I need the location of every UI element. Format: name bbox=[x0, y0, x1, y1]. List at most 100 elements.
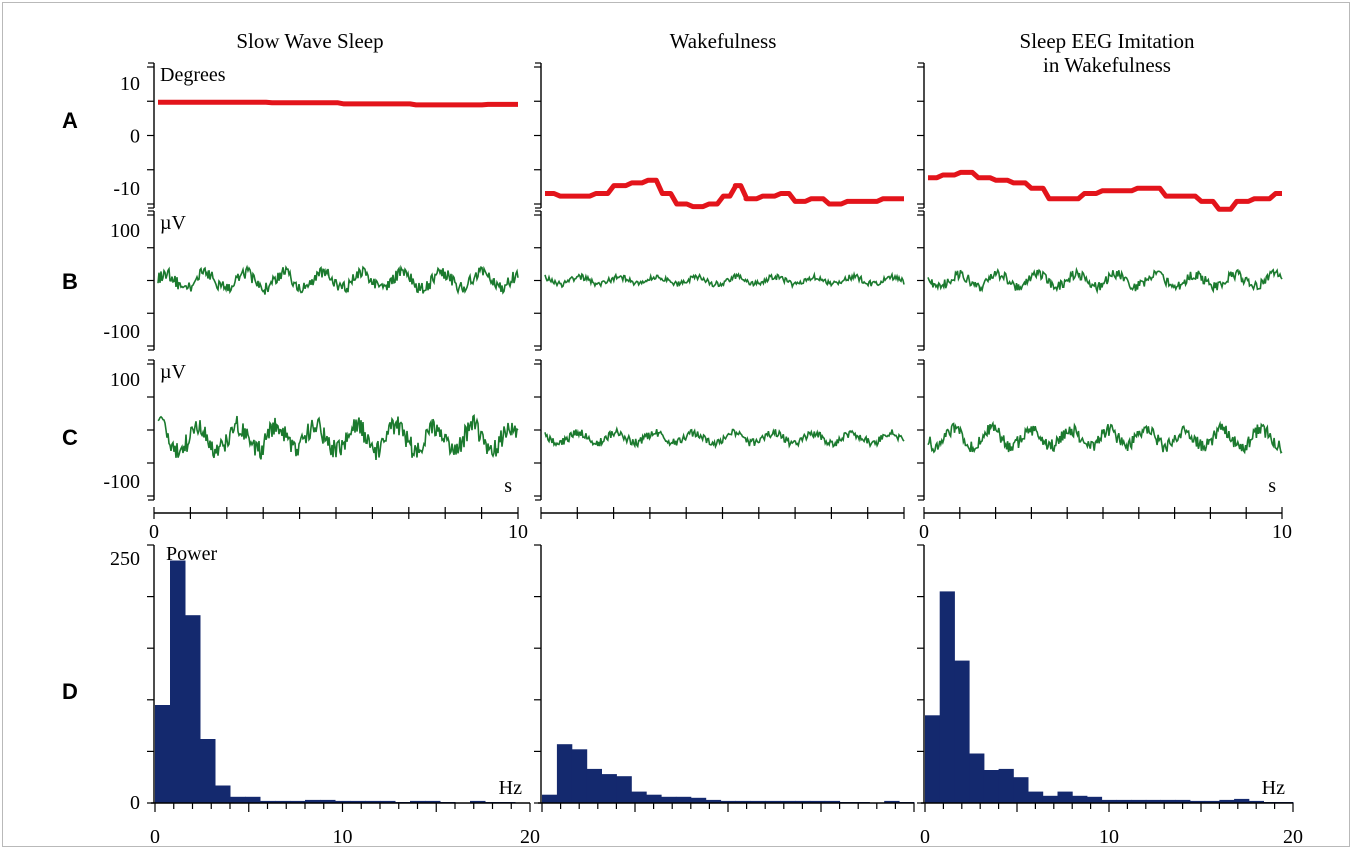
panel-A-slow-wave-sleep-y-tick-label: 10 bbox=[120, 73, 140, 95]
row-label-d: D bbox=[62, 679, 78, 704]
panel-D-slow-wave-sleep-bar bbox=[365, 800, 381, 803]
panel-D-slow-wave-sleep-x-tick-label: 10 bbox=[333, 826, 353, 848]
panel-D-sleep-eeg-imitation-bar bbox=[1057, 791, 1073, 803]
panel-B-slow-wave-sleep-y-tick-label: -100 bbox=[103, 321, 140, 343]
panel-D-wakefulness-bar bbox=[809, 800, 826, 803]
panel-D-slow-wave-sleep-bar bbox=[215, 785, 231, 803]
panel-D-sleep-eeg-imitation-x-tick-label: 10 bbox=[1099, 826, 1119, 848]
panel-D-sleep-eeg-imitation-bar bbox=[998, 768, 1014, 803]
panel-D-wakefulness-bar bbox=[720, 800, 736, 803]
panel-D-sleep-eeg-imitation-bar bbox=[1042, 795, 1058, 803]
panel-C-slow-wave-sleep-x-unit: s bbox=[504, 475, 512, 497]
panel-D-slow-wave-sleep-bar bbox=[245, 796, 261, 803]
panel-D-wakefulness-bar bbox=[586, 768, 602, 803]
panel-C-sleep-eeg-imitation-eeg-trace bbox=[927, 420, 1283, 455]
panel-C-slow-wave-sleep-eeg-trace bbox=[157, 414, 519, 461]
panel-D-wakefulness-bar bbox=[795, 800, 811, 803]
panel-C-slow-wave-sleep-y-tick-label: 100 bbox=[110, 369, 140, 391]
panel-D-wakefulness-bar bbox=[556, 744, 573, 803]
panel-D-wakefulness-bar bbox=[675, 796, 692, 803]
panel-C-sleep-eeg-imitation-x-tick-label: 10 bbox=[1272, 521, 1292, 543]
panel-B-sleep-eeg-imitation-eeg-trace bbox=[927, 266, 1283, 295]
panel-D-slow-wave-sleep-bar bbox=[410, 800, 426, 803]
panel-D-slow-wave-sleep-bar bbox=[170, 560, 186, 803]
panel-D-sleep-eeg-imitation-bar bbox=[1204, 800, 1220, 803]
panel-D-sleep-eeg-imitation-bar bbox=[1145, 799, 1161, 803]
panel-D-slow-wave-sleep-x-tick-label: 20 bbox=[520, 826, 540, 848]
panel-A-slow-wave-sleep-y-tick-label: 0 bbox=[130, 126, 140, 148]
column-title-wakefulness: Wakefulness bbox=[670, 29, 777, 53]
column-title-sleep-eeg-imitation: Sleep EEG Imitation in Wakefulness bbox=[1020, 29, 1195, 77]
panel-C-slow-wave-sleep-x-tick-label: 10 bbox=[508, 521, 528, 543]
panel-D-wakefulness-bar bbox=[705, 799, 722, 803]
panel-D-sleep-eeg-imitation-bar bbox=[1248, 800, 1264, 803]
panel-D-sleep-eeg-imitation-bar bbox=[1160, 799, 1176, 803]
panel-C-wakefulness-eeg-trace bbox=[544, 425, 905, 450]
panel-D-wakefulness-bar bbox=[765, 800, 781, 803]
panel-D-sleep-eeg-imitation-bar bbox=[939, 591, 955, 803]
panel-D-sleep-eeg-imitation-bar bbox=[954, 660, 970, 803]
panel-D-slow-wave-sleep-bar bbox=[380, 800, 396, 803]
column-title-line: Sleep EEG Imitation bbox=[1020, 29, 1195, 53]
panel-D-sleep-eeg-imitation-bar bbox=[1190, 800, 1206, 803]
panel-D-sleep-eeg-imitation-bar bbox=[1219, 799, 1235, 803]
panel-A-slow-wave-sleep-angle-line bbox=[158, 99, 518, 108]
panel-D-wakefulness-bar bbox=[884, 800, 900, 803]
row-label-c: C bbox=[62, 425, 78, 450]
panel-A-sleep-eeg-imitation-angle-line bbox=[928, 169, 1282, 212]
panel-D-slow-wave-sleep-bar bbox=[290, 800, 306, 803]
panel-D-sleep-eeg-imitation-bar bbox=[925, 715, 941, 803]
panel-D-sleep-eeg-imitation-bar bbox=[1013, 777, 1029, 803]
panel-D-sleep-eeg-imitation-bar bbox=[1101, 799, 1117, 803]
panel-A-slow-wave-sleep-y-label: Degrees bbox=[160, 64, 226, 86]
panel-D-slow-wave-sleep-y-tick-label: 0 bbox=[130, 792, 140, 814]
column-title-slow-wave-sleep: Slow Wave Sleep bbox=[236, 29, 383, 53]
panel-D-wakefulness-bar bbox=[631, 791, 647, 803]
panel-D-wakefulness-bar bbox=[735, 800, 751, 803]
panel-D-wakefulness-bar bbox=[780, 800, 796, 803]
panel-D-sleep-eeg-imitation-bar bbox=[1116, 799, 1132, 803]
panel-D-wakefulness-bar bbox=[646, 794, 662, 803]
panel-D-slow-wave-sleep-bar bbox=[425, 800, 441, 803]
panel-D-sleep-eeg-imitation-bar bbox=[1086, 796, 1103, 803]
panel-D-sleep-eeg-imitation-x-tick-label: 0 bbox=[920, 826, 930, 848]
panel-B-slow-wave-sleep-y-tick-label: 100 bbox=[110, 220, 140, 242]
panel-D-wakefulness-bar bbox=[661, 796, 677, 803]
panel-D-slow-wave-sleep-bar bbox=[470, 800, 486, 803]
panel-D-sleep-eeg-imitation-bar bbox=[1234, 798, 1250, 803]
row-label-a: A bbox=[62, 108, 78, 133]
panel-D-sleep-eeg-imitation-bar bbox=[969, 753, 985, 803]
panel-C-slow-wave-sleep-y-label: µV bbox=[160, 361, 187, 383]
panel-D-sleep-eeg-imitation-bar bbox=[1072, 795, 1088, 803]
panel-C-sleep-eeg-imitation-x-unit: s bbox=[1268, 475, 1276, 497]
panel-D-wakefulness-bar bbox=[542, 794, 558, 803]
panel-D-wakefulness-bar bbox=[690, 797, 707, 803]
panel-D-slow-wave-sleep-bar bbox=[260, 800, 276, 803]
column-title-line: in Wakefulness bbox=[1043, 53, 1171, 77]
panel-B-wakefulness-eeg-trace bbox=[544, 271, 905, 290]
panel-D-slow-wave-sleep-bar bbox=[155, 705, 171, 803]
panel-D-slow-wave-sleep-y-tick-label: 250 bbox=[110, 548, 140, 570]
panel-D-slow-wave-sleep-bar bbox=[305, 799, 321, 803]
panel-D-sleep-eeg-imitation-x-unit: Hz bbox=[1262, 777, 1285, 799]
panel-D-sleep-eeg-imitation-bar bbox=[1175, 799, 1191, 803]
panel-D-wakefulness-bar bbox=[750, 800, 766, 803]
panel-D-slow-wave-sleep-bar bbox=[230, 796, 246, 803]
panel-B-slow-wave-sleep-eeg-trace bbox=[157, 264, 519, 296]
panel-D-slow-wave-sleep-x-unit: Hz bbox=[499, 777, 522, 799]
panel-D-sleep-eeg-imitation-bar bbox=[1131, 799, 1147, 803]
panel-D-slow-wave-sleep-bar bbox=[335, 800, 351, 803]
panel-D-slow-wave-sleep-bar bbox=[275, 800, 291, 803]
panel-A-wakefulness-angle-line bbox=[545, 177, 904, 210]
panel-D-sleep-eeg-imitation-x-tick-label: 20 bbox=[1283, 826, 1303, 848]
panel-D-slow-wave-sleep-bar bbox=[185, 615, 201, 803]
panel-D-sleep-eeg-imitation-bar bbox=[1028, 791, 1044, 803]
panel-D-slow-wave-sleep-bar bbox=[350, 800, 366, 803]
panel-D-slow-wave-sleep-bar bbox=[200, 739, 216, 803]
panel-C-sleep-eeg-imitation-x-tick-label: 0 bbox=[919, 521, 929, 543]
panel-D-wakefulness-bar bbox=[601, 774, 617, 803]
panel-A-slow-wave-sleep-y-tick-label: -10 bbox=[113, 178, 140, 200]
